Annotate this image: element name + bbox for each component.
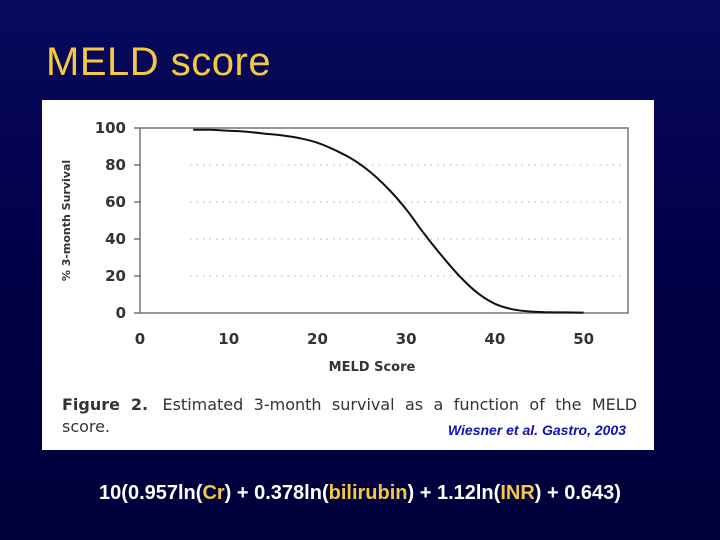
survival-chart: 0 20 40 60 80 100 0 10 20 30 40 50 % 3-month Surviv… bbox=[60, 119, 629, 375]
formula-part-3: ) + 1.12ln( bbox=[407, 482, 501, 504]
meld-formula: 10(0.957ln(Cr) + 0.378ln(bilirubin) + 1.… bbox=[0, 482, 720, 505]
survival-curve bbox=[193, 128, 584, 314]
x-tick-label: 50 bbox=[573, 330, 594, 348]
figure-panel: 0 20 40 60 80 100 0 10 20 30 40 50 % 3-month Surviv… bbox=[42, 100, 654, 450]
plot-frame bbox=[139, 127, 629, 314]
chart-gridlines bbox=[190, 164, 622, 277]
formula-part-1: 10(0.957ln( bbox=[99, 482, 203, 504]
formula-var-cr: Cr bbox=[202, 482, 225, 504]
chart-ticks: 0 20 40 60 80 100 0 10 20 30 40 50 bbox=[95, 119, 594, 348]
y-tick-label: 0 bbox=[116, 304, 126, 322]
x-tick-label: 40 bbox=[484, 330, 505, 348]
figure-caption-text: Estimated 3-month survival as a function… bbox=[62, 395, 638, 436]
y-tick-label: 40 bbox=[105, 230, 126, 248]
formula-part-2: ) + 0.378ln( bbox=[224, 482, 329, 504]
x-tick-label: 0 bbox=[135, 330, 145, 348]
y-tick-label: 80 bbox=[105, 156, 126, 174]
y-axis-label: % 3-month Survival bbox=[60, 160, 73, 281]
figure-caption-label: Figure 2. bbox=[62, 395, 149, 414]
y-tick-label: 100 bbox=[95, 119, 126, 137]
formula-var-bilirubin: bilirubin bbox=[328, 482, 408, 504]
x-tick-label: 20 bbox=[307, 330, 328, 348]
y-tick-label: 20 bbox=[105, 267, 126, 285]
x-tick-label: 30 bbox=[396, 330, 417, 348]
citation: Wiesner et al. Gastro, 2003 bbox=[441, 422, 626, 438]
formula-part-4: ) + 0.643) bbox=[534, 482, 621, 504]
figure-caption: Figure 2. Estimated 3-month survival as … bbox=[62, 394, 637, 438]
x-axis-label: MELD Score bbox=[329, 360, 416, 375]
slide-title: MELD score bbox=[46, 40, 272, 84]
formula-var-inr: INR bbox=[500, 482, 535, 504]
y-tick-label: 60 bbox=[105, 193, 126, 211]
x-tick-label: 10 bbox=[218, 330, 239, 348]
